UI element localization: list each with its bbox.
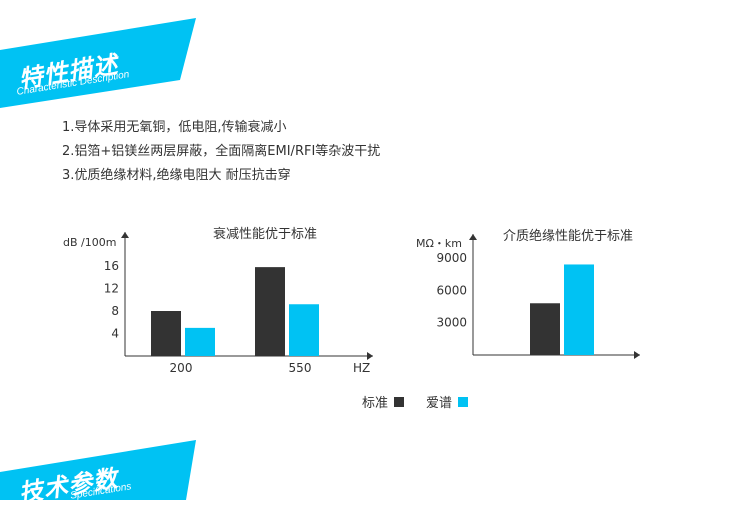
banner-shape xyxy=(0,440,196,500)
y-axis-arrow xyxy=(121,232,129,238)
legend-swatch-standard xyxy=(394,396,405,407)
insulation-chart: 介质绝缘性能优于标准 MΩ・km 3000 6000 9000 xyxy=(416,228,640,359)
bar-爱谱 xyxy=(564,264,594,355)
x-tick-label: 550 xyxy=(289,361,312,375)
feature-list: 1.导体采用无氧铜，低电阻,传输衰减小 2.铝箔+铝镁丝两层屏蔽，全面隔离EMI… xyxy=(62,116,380,188)
chart-title: 衰减性能优于标准 xyxy=(213,226,317,242)
y-tick-label: 16 xyxy=(104,259,119,273)
y-axis-label: MΩ・km xyxy=(416,237,462,250)
feature-item: 3.优质绝缘材料,绝缘电阻大 耐压抗击穿 xyxy=(62,168,291,183)
y-tick-label: 3000 xyxy=(436,316,467,330)
feature-item: 1.导体采用无氧铜，低电阻,传输衰减小 xyxy=(62,120,287,135)
y-tick-label: 6000 xyxy=(436,283,467,297)
legend-swatch-aipu xyxy=(458,396,469,407)
bar-标准 xyxy=(530,303,560,355)
x-axis-label: HZ xyxy=(353,361,370,375)
y-tick-label: 12 xyxy=(104,282,119,296)
legend-label-standard: 标准 xyxy=(362,396,389,411)
y-tick-label: 8 xyxy=(111,304,119,318)
bar-标准-200 xyxy=(151,311,181,356)
bar-爱谱-200 xyxy=(185,327,215,356)
attenuation-chart: 衰减性能优于标准 dB /100m HZ 4 8 12 16 200 550 xyxy=(63,226,373,375)
y-axis-label: dB /100m xyxy=(63,236,116,249)
bar-标准-550 xyxy=(255,267,285,356)
bar-爱谱-550 xyxy=(289,304,319,356)
x-tick-label: 200 xyxy=(170,361,193,375)
legend: 标准 爱谱 xyxy=(362,392,469,411)
legend-label-aipu: 爱谱 xyxy=(426,396,453,411)
section-banner-specifications: 技术参数 Specifications xyxy=(0,436,200,508)
x-axis-arrow xyxy=(367,352,373,360)
x-axis-arrow xyxy=(634,351,640,359)
y-axis-arrow xyxy=(469,234,477,240)
section-banner-characteristics: 特性描述 Characteristic Description xyxy=(0,0,200,110)
y-tick-label: 4 xyxy=(111,327,119,341)
chart-title: 介质绝缘性能优于标准 xyxy=(503,228,633,244)
feature-item: 2.铝箔+铝镁丝两层屏蔽，全面隔离EMI/RFI等杂波干扰 xyxy=(62,144,381,159)
banner-shape xyxy=(0,18,196,108)
y-tick-label: 9000 xyxy=(436,251,467,265)
